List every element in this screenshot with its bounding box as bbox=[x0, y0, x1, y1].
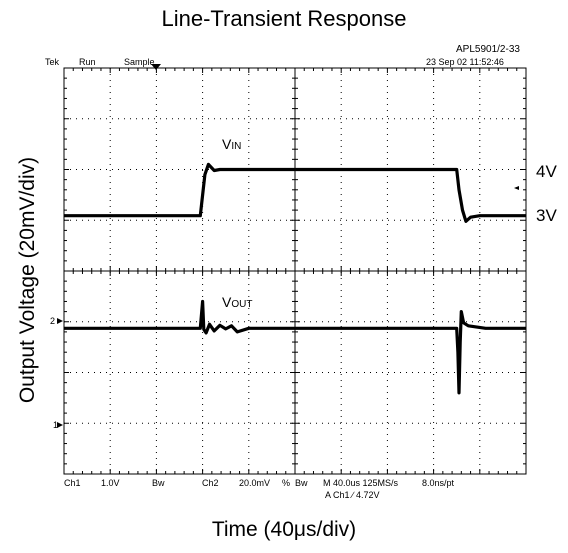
footer-bw1: Bw bbox=[152, 478, 165, 488]
footer-points: 8.0ns/pt bbox=[422, 478, 455, 488]
trigger-position-icon bbox=[151, 64, 161, 70]
footer-ch1: Ch1 bbox=[64, 478, 81, 488]
trace-vout bbox=[64, 299, 526, 395]
trace-vin bbox=[64, 162, 526, 223]
ch1-marker-icon bbox=[57, 422, 63, 428]
vout-label: VOUT bbox=[222, 294, 252, 310]
footer-ch2-scale: 20.0mV bbox=[239, 478, 271, 488]
traces bbox=[64, 162, 526, 395]
footer-ch1-scale: 1.0V bbox=[101, 478, 120, 488]
scope-datetime: 23 Sep 02 11:52:46 bbox=[426, 57, 504, 67]
x-axis-label: Time (40μs/div) bbox=[211, 518, 357, 541]
scope-run-status: Run bbox=[79, 57, 96, 67]
scope-model-label: APL5901/2-33 bbox=[456, 44, 520, 55]
chart-title: Line-Transient Response bbox=[161, 6, 407, 31]
footer-bw2: Bw bbox=[295, 478, 308, 488]
ch2-marker: 2 bbox=[50, 316, 55, 326]
vin-label: VIN bbox=[222, 136, 241, 152]
grid bbox=[63, 67, 527, 475]
scope-acq-mode: Sample bbox=[124, 57, 155, 67]
right-label-3v: 3V bbox=[536, 206, 557, 225]
footer-timebase: M 40.0us 125MS/s bbox=[323, 478, 399, 488]
ch1-marker: 1 bbox=[53, 420, 58, 430]
footer-trigger: A Ch1 ∕ 4.72V bbox=[325, 490, 380, 500]
right-label-4v: 4V bbox=[536, 162, 557, 181]
footer-pct: % bbox=[282, 478, 291, 488]
footer-ch2: Ch2 bbox=[202, 478, 219, 488]
trigger-level-icon bbox=[514, 186, 519, 190]
ch2-marker-icon bbox=[57, 318, 63, 324]
scope-brand: Tek bbox=[45, 57, 60, 67]
